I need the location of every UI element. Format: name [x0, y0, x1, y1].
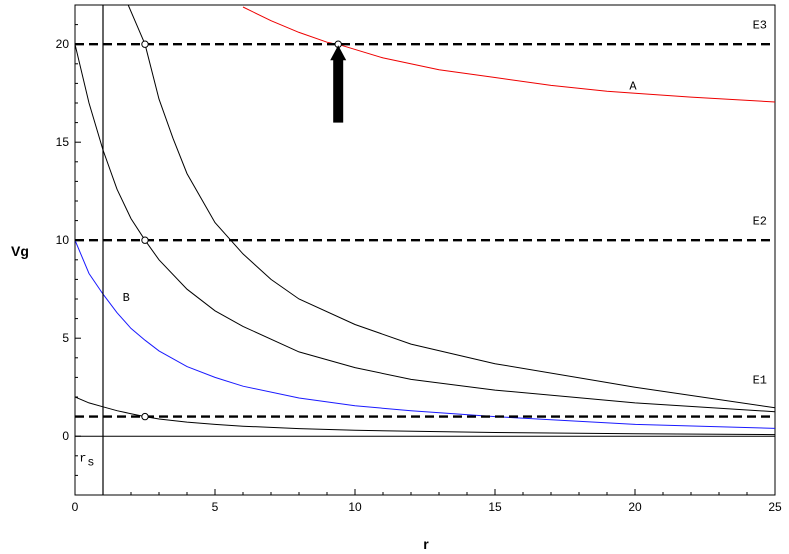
x-tick-label: 10 — [348, 500, 362, 514]
y-tick-label: 20 — [56, 37, 70, 51]
plot-frame — [74, 4, 776, 496]
y-tick-label: 0 — [62, 429, 69, 443]
annotation-label: B — [123, 291, 130, 305]
y-axis-label: Vg — [11, 243, 29, 259]
curve-B — [75, 240, 775, 429]
arrow-head — [330, 45, 347, 61]
annotation-label: A — [629, 79, 637, 93]
y-tick-label: 15 — [56, 135, 70, 149]
intersection-marker — [141, 40, 149, 48]
arrow-shaft — [333, 58, 344, 123]
curves-group — [75, 5, 775, 436]
curve-A — [242, 6, 775, 103]
rs-label: r — [79, 452, 86, 466]
x-tick-label: 5 — [212, 500, 219, 514]
curve-3 — [75, 44, 775, 413]
annotation-label: E3 — [753, 19, 767, 33]
x-tick-label: 15 — [488, 500, 502, 514]
curve-2 — [75, 396, 775, 436]
intersection-marker — [141, 236, 149, 244]
x-tick-label: 20 — [628, 500, 642, 514]
y-tick-label: 5 — [62, 331, 69, 345]
intersection-marker — [141, 412, 149, 421]
curve-4 — [127, 5, 775, 409]
x-axis-label: r — [423, 536, 429, 552]
annotation-label: E1 — [753, 373, 767, 387]
y-tick-label: 10 — [56, 233, 70, 247]
annotation-label: E2 — [753, 215, 767, 229]
x-tick-label: 0 — [72, 500, 79, 514]
rs-label-subscript: s — [87, 456, 94, 470]
x-tick-label: 25 — [768, 500, 782, 514]
